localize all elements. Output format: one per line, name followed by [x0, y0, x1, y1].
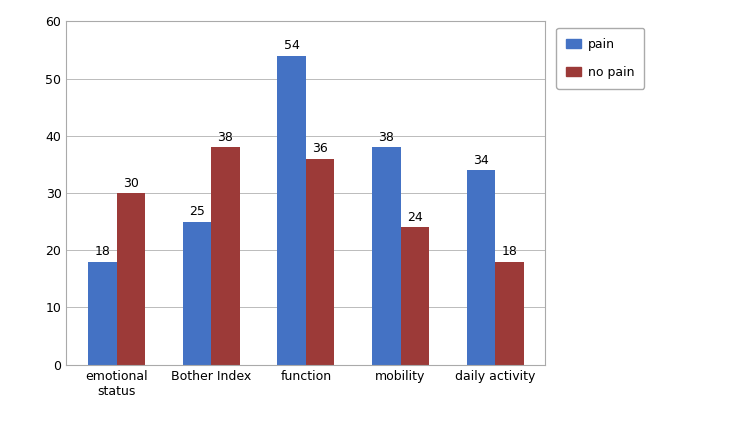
Bar: [400, 227, 429, 365]
Bar: [212, 147, 240, 365]
Text: 24: 24: [407, 211, 422, 224]
Bar: [277, 56, 306, 365]
Bar: [372, 147, 400, 365]
Text: 30: 30: [123, 177, 139, 190]
Bar: [116, 193, 145, 365]
Text: 34: 34: [473, 154, 489, 167]
Legend: pain, no pain: pain, no pain: [556, 28, 644, 89]
Bar: [467, 170, 495, 365]
Text: 36: 36: [312, 142, 328, 155]
Text: 38: 38: [378, 131, 394, 144]
Bar: [495, 262, 523, 365]
Bar: [88, 262, 116, 365]
Text: 38: 38: [217, 131, 234, 144]
Text: 25: 25: [189, 205, 205, 218]
Bar: [306, 159, 335, 365]
Bar: [183, 222, 212, 365]
Text: 18: 18: [94, 245, 111, 258]
Text: 18: 18: [501, 245, 517, 258]
Text: 54: 54: [284, 39, 300, 52]
